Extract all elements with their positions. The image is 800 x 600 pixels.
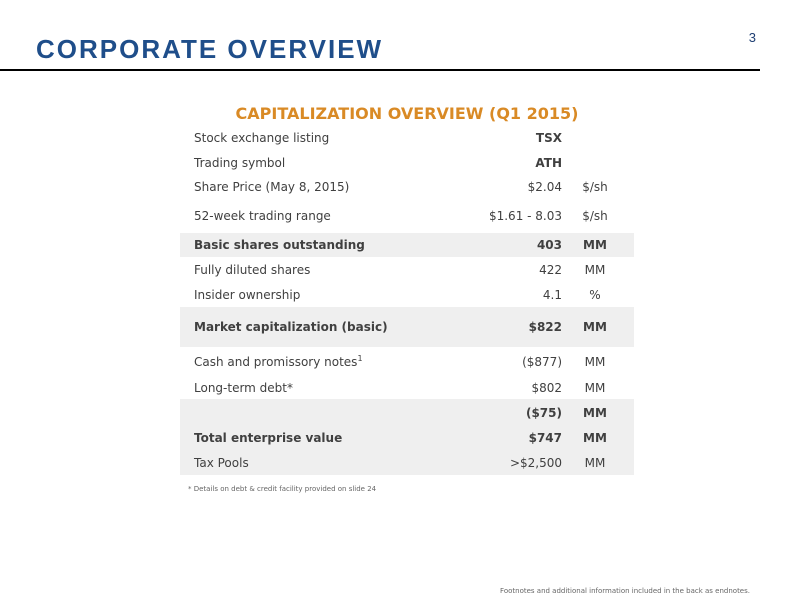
row-label: Total enterprise value: [194, 431, 343, 445]
row-value: 422: [539, 262, 562, 277]
table-row-long-term-debt: Long-term debt* $802 MM: [180, 377, 634, 399]
table-row-cash-notes: Cash and promissory notes1 ($877) MM: [180, 347, 634, 377]
row-value: $822: [528, 320, 562, 334]
row-unit: MM: [584, 262, 606, 277]
row-value: 403: [536, 238, 562, 252]
row-value: 4.1: [542, 287, 562, 302]
row-label: Basic shares outstanding: [194, 238, 365, 252]
table-row-market-cap: Market capitalization (basic) $822 MM: [180, 307, 634, 347]
row-label: Fully diluted shares: [194, 262, 311, 277]
row-value: $802: [531, 381, 562, 395]
row-value: $1.61 - 8.03: [488, 209, 562, 223]
row-label: Tax Pools: [194, 456, 249, 470]
row-unit: MM: [584, 381, 606, 395]
footnote-marker: 1: [357, 354, 363, 363]
row-unit: MM: [583, 406, 607, 420]
table-row-basic-shares: Basic shares outstanding 403 MM: [180, 233, 634, 257]
row-label: Trading symbol: [194, 155, 286, 170]
row-value: ($877): [522, 355, 562, 369]
table-group-enterprise-value: ($75) MM Total enterprise value $747 MM: [180, 399, 634, 451]
row-value: >$2,500: [509, 456, 562, 470]
row-unit: MM: [583, 431, 607, 445]
row-value: TSX: [535, 131, 562, 145]
table-row-exchange-listing: Stock exchange listing TSX: [180, 126, 634, 150]
endnotes-note: Footnotes and additional information inc…: [500, 587, 750, 595]
row-unit: MM: [583, 320, 607, 334]
row-unit: MM: [584, 355, 606, 369]
row-unit: $/sh: [582, 209, 608, 223]
row-label: Insider ownership: [194, 287, 301, 302]
row-label: Cash and promissory notes1: [194, 354, 452, 370]
capitalization-table: Stock exchange listing TSX Trading symbo…: [180, 126, 634, 475]
table-row-net-debt: ($75) MM: [180, 399, 634, 425]
row-label: Long-term debt*: [194, 381, 294, 395]
row-unit: $/sh: [582, 180, 608, 194]
row-value: ($75): [525, 406, 562, 420]
row-unit: MM: [584, 456, 606, 470]
page-number: 3: [748, 30, 756, 45]
table-title: CAPITALIZATION OVERVIEW (Q1 2015): [235, 104, 579, 123]
row-unit: MM: [583, 238, 607, 252]
slide-title: CORPORATE OVERVIEW: [36, 34, 384, 64]
row-label-text: Cash and promissory notes: [194, 355, 358, 369]
row-label: Stock exchange listing: [194, 131, 330, 145]
row-value: ATH: [535, 155, 562, 170]
title-divider: [0, 69, 760, 71]
table-row-insider-ownership: Insider ownership 4.1 %: [180, 282, 634, 307]
table-footnote: * Details on debt & credit facility prov…: [188, 485, 377, 493]
table-row-share-price: Share Price (May 8, 2015) $2.04 $/sh: [180, 175, 634, 199]
row-unit: %: [589, 287, 601, 302]
row-label: 52-week trading range: [194, 209, 331, 223]
table-row-tax-pools: Tax Pools >$2,500 MM: [180, 451, 634, 475]
row-label: Share Price (May 8, 2015): [194, 180, 350, 194]
table-row-trading-symbol: Trading symbol ATH: [180, 150, 634, 175]
row-value: $2.04: [527, 180, 562, 194]
table-row-trading-range: 52-week trading range $1.61 - 8.03 $/sh: [180, 199, 634, 233]
row-value: $747: [528, 431, 562, 445]
table-row-enterprise-value: Total enterprise value $747 MM: [180, 425, 634, 451]
row-label: Market capitalization (basic): [194, 320, 388, 334]
table-row-diluted-shares: Fully diluted shares 422 MM: [180, 257, 634, 282]
